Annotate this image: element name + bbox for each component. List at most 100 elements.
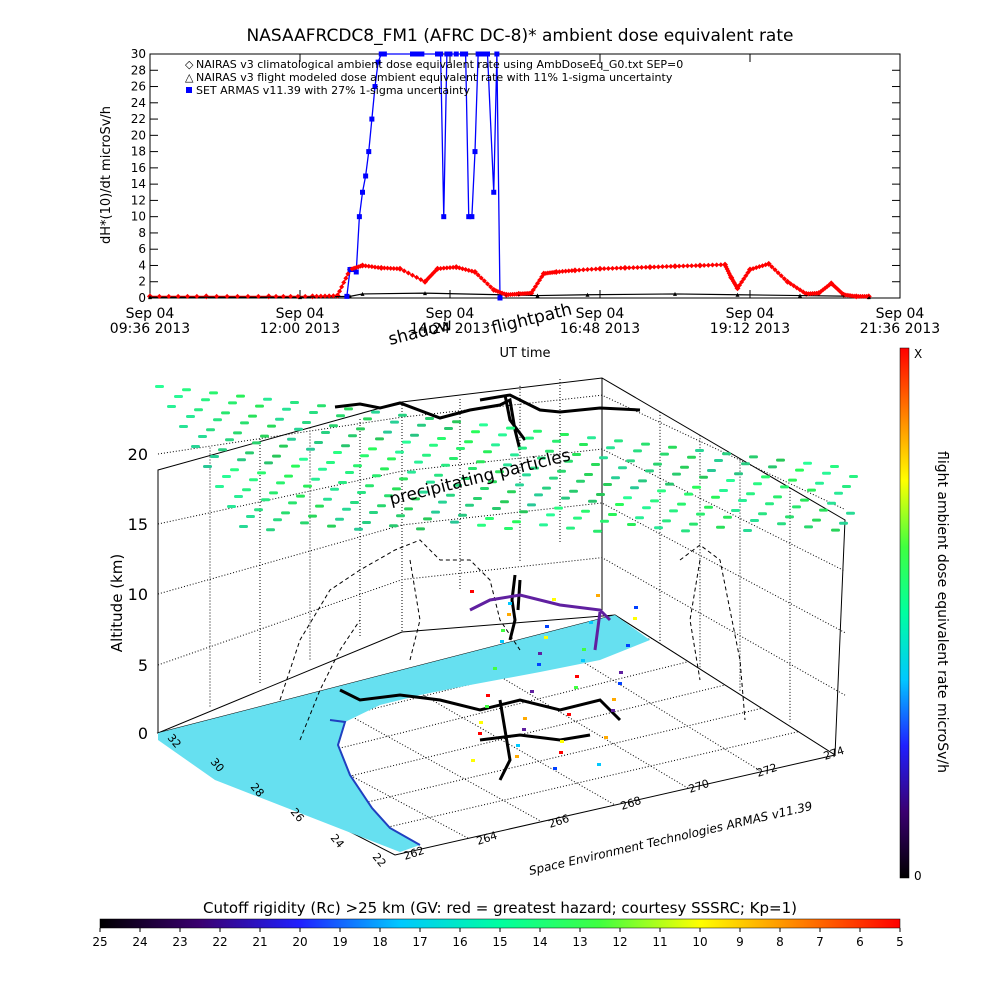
dose-mark [553,767,557,770]
point-armas [447,51,453,57]
altitude-grid-line [157,394,846,510]
point-nairas-clim [664,264,670,270]
point-nairas-clim [478,275,484,281]
legend-marker-nairas-clim: ◇ [185,58,194,71]
particle-mark [662,519,671,523]
cutoff-tick-label: 11 [652,935,667,949]
particle-mark [261,498,270,502]
point-armas [466,214,472,220]
particle-mark [255,404,264,408]
dose-mark [589,621,593,624]
dose-mark [619,671,623,674]
y-tick-label: 28 [131,63,146,77]
point-nairas-clim [397,265,403,272]
particle-mark [608,513,617,516]
point-nairas-clim [539,274,545,280]
particle-mark [264,461,273,465]
y-tick-label: 18 [131,145,146,159]
particle-mark [464,440,473,444]
point-nairas-clim [156,293,162,299]
point-nairas-clim [326,293,332,299]
point-nairas-clim [635,265,640,270]
particle-mark [480,487,489,490]
point-nairas-flight [735,292,740,297]
particle-mark [704,505,713,509]
point-nairas-clim [569,268,575,274]
point-nairas-clim [775,270,781,276]
particle-mark [761,475,770,479]
point-nairas-flight [148,295,152,300]
particle-mark [776,458,785,462]
particle-mark [626,459,635,463]
y-tick-label: 0 [138,291,146,305]
particle-mark [849,475,858,478]
lon-tick-label: 274 [822,744,846,763]
particle-mark [615,503,624,506]
particle-mark [645,469,654,473]
point-nairas-clim [781,276,787,282]
point-nairas-flight [673,291,677,296]
particle-mark [269,491,278,495]
dose-mark [522,728,526,731]
cutoff-tick-label: 20 [292,935,307,949]
particle-mark [365,484,374,488]
particle-mark [360,454,369,458]
point-nairas-clim [343,275,349,281]
particle-mark [495,470,504,474]
lon-tick-label: 270 [687,777,711,796]
dose-mark [508,602,512,605]
particle-mark [404,507,413,511]
point-nairas-clim [655,264,661,270]
x-tick-time: 14:24 2013 [410,321,490,337]
point-nairas-clim [643,264,649,270]
particle-mark [377,504,386,508]
particle-mark [723,515,732,519]
point-nairas-clim [535,280,540,286]
particle-mark [287,437,296,441]
flightpath-top [334,393,641,451]
particle-mark [561,496,570,500]
particle-mark [716,525,725,529]
particle-mark [591,463,600,466]
cutoff-tick-label: 5 [896,935,904,949]
particle-mark [275,417,284,421]
particle-mark [218,448,227,452]
particle-mark [485,517,494,520]
point-armas [360,189,365,195]
point-nairas-clim [369,264,375,270]
x-tick-date: Sep 04 [126,306,175,322]
point-nairas-clim [255,293,261,299]
particle-mark [606,446,615,450]
particle-mark [483,450,492,454]
particle-mark [714,459,723,462]
point-nairas-clim [235,293,240,299]
particle-mark [257,471,266,475]
particle-mark [456,447,465,450]
cutoff-tick-label: 25 [92,935,107,949]
particle-mark [512,520,521,524]
particle-mark [549,476,558,480]
point-nairas-clim [366,263,372,269]
particle-mark [699,475,708,479]
point-nairas-clim [385,265,390,271]
particle-mark [707,469,716,472]
point-armas [453,51,459,57]
y-tick-label: 16 [131,161,146,175]
particle-mark [246,515,255,518]
particle-mark [291,464,300,468]
particle-mark [239,525,248,528]
particle-mark [500,500,509,504]
particle-mark [344,407,353,411]
point-nairas-clim [388,265,394,271]
particle-mark [273,518,282,522]
point-nairas-clim [488,284,494,290]
y-tick-label: 6 [138,242,146,256]
particle-mark [546,513,555,517]
dose-mark [501,629,505,632]
coastline [329,719,421,846]
particle-mark [518,446,527,450]
particle-mark [179,425,188,428]
point-nairas-clim [763,262,769,268]
